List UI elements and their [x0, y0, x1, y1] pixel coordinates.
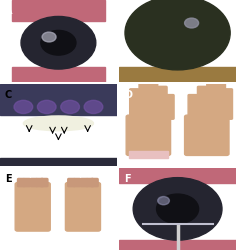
FancyBboxPatch shape	[0, 84, 117, 115]
FancyBboxPatch shape	[188, 94, 198, 119]
FancyBboxPatch shape	[185, 115, 229, 156]
Bar	[0, 158, 117, 166]
Circle shape	[37, 100, 56, 114]
Bar	[119, 168, 236, 182]
Bar	[119, 68, 236, 82]
FancyBboxPatch shape	[130, 89, 139, 119]
Ellipse shape	[23, 116, 93, 131]
Circle shape	[133, 178, 222, 240]
Text: E: E	[5, 174, 11, 184]
FancyBboxPatch shape	[198, 86, 207, 119]
FancyBboxPatch shape	[17, 178, 25, 187]
FancyBboxPatch shape	[148, 83, 158, 119]
FancyBboxPatch shape	[139, 83, 148, 119]
FancyBboxPatch shape	[36, 178, 43, 187]
FancyBboxPatch shape	[86, 178, 93, 187]
FancyBboxPatch shape	[216, 83, 225, 119]
Text: C: C	[5, 90, 12, 100]
FancyBboxPatch shape	[12, 68, 105, 82]
Circle shape	[125, 0, 230, 70]
FancyBboxPatch shape	[30, 178, 37, 187]
Bar	[129, 151, 168, 158]
Circle shape	[158, 196, 169, 205]
Circle shape	[21, 16, 96, 69]
FancyBboxPatch shape	[91, 178, 98, 187]
FancyBboxPatch shape	[223, 89, 232, 119]
FancyBboxPatch shape	[74, 178, 81, 187]
Circle shape	[185, 18, 199, 28]
Circle shape	[14, 100, 33, 114]
FancyBboxPatch shape	[81, 178, 88, 187]
Circle shape	[61, 100, 80, 114]
FancyBboxPatch shape	[12, 0, 105, 20]
Bar	[0, 227, 117, 250]
Text: B: B	[124, 6, 131, 16]
FancyBboxPatch shape	[126, 115, 171, 156]
FancyBboxPatch shape	[15, 182, 50, 231]
Text: D: D	[124, 90, 132, 100]
FancyBboxPatch shape	[158, 86, 167, 119]
FancyBboxPatch shape	[68, 178, 75, 187]
Circle shape	[84, 100, 103, 114]
FancyBboxPatch shape	[165, 94, 174, 119]
FancyBboxPatch shape	[207, 83, 216, 119]
FancyBboxPatch shape	[65, 182, 101, 231]
Text: F: F	[124, 174, 131, 184]
FancyBboxPatch shape	[23, 178, 30, 187]
Circle shape	[42, 32, 56, 42]
Circle shape	[156, 194, 199, 224]
FancyBboxPatch shape	[41, 178, 48, 187]
Text: A: A	[5, 6, 12, 16]
Circle shape	[41, 30, 76, 55]
Bar	[119, 240, 236, 250]
